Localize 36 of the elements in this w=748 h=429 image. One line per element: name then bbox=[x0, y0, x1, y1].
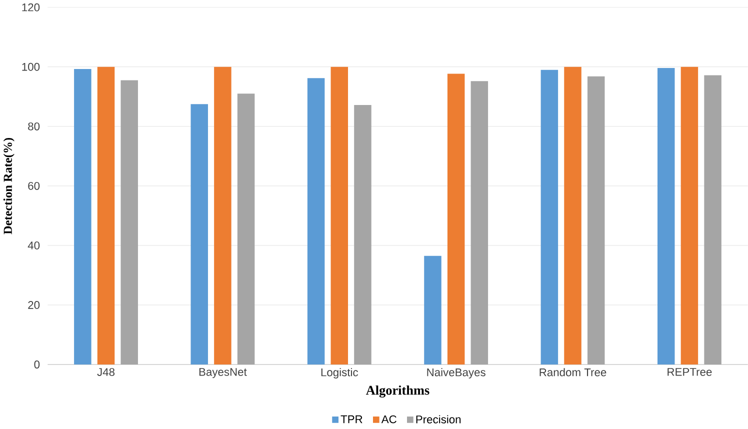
bar bbox=[74, 69, 92, 365]
bar bbox=[424, 256, 442, 365]
y-tick-label: 60 bbox=[28, 182, 40, 190]
y-tick-label: 0 bbox=[34, 360, 40, 369]
x-tick-label: J48 bbox=[97, 368, 115, 376]
x-axis-title: Algorithms bbox=[366, 386, 430, 398]
bar bbox=[657, 68, 675, 365]
legend-label: AC bbox=[381, 415, 396, 424]
y-tick-label: 120 bbox=[22, 3, 40, 12]
bar bbox=[214, 66, 232, 365]
y-tick-label: 100 bbox=[22, 62, 40, 71]
bar bbox=[447, 74, 465, 365]
y-tick-label: 20 bbox=[28, 301, 40, 309]
x-tick-label: Random Tree bbox=[540, 368, 606, 376]
x-tick-label: REPTree bbox=[668, 368, 712, 376]
x-tick-label: Logistic bbox=[321, 368, 358, 379]
bar bbox=[307, 78, 325, 365]
x-tick-label: BayesNet bbox=[199, 368, 247, 378]
y-axis-title: Detection Rate(%) bbox=[3, 138, 14, 234]
bar bbox=[680, 66, 698, 365]
bar bbox=[330, 66, 348, 365]
legend-label: TPR bbox=[340, 415, 362, 424]
legend-label: Precision bbox=[416, 415, 461, 424]
bar bbox=[704, 75, 722, 365]
bar bbox=[120, 80, 138, 365]
bar bbox=[564, 66, 582, 365]
bar bbox=[97, 66, 115, 365]
y-tick-label: 40 bbox=[28, 242, 40, 250]
y-tick-label: 80 bbox=[28, 122, 40, 130]
bar bbox=[540, 70, 558, 365]
bar bbox=[470, 81, 488, 365]
bar bbox=[237, 94, 255, 365]
x-tick-label: NaiveBayes bbox=[427, 368, 486, 379]
bar bbox=[587, 76, 605, 365]
bar bbox=[354, 105, 372, 365]
bar bbox=[190, 104, 208, 365]
